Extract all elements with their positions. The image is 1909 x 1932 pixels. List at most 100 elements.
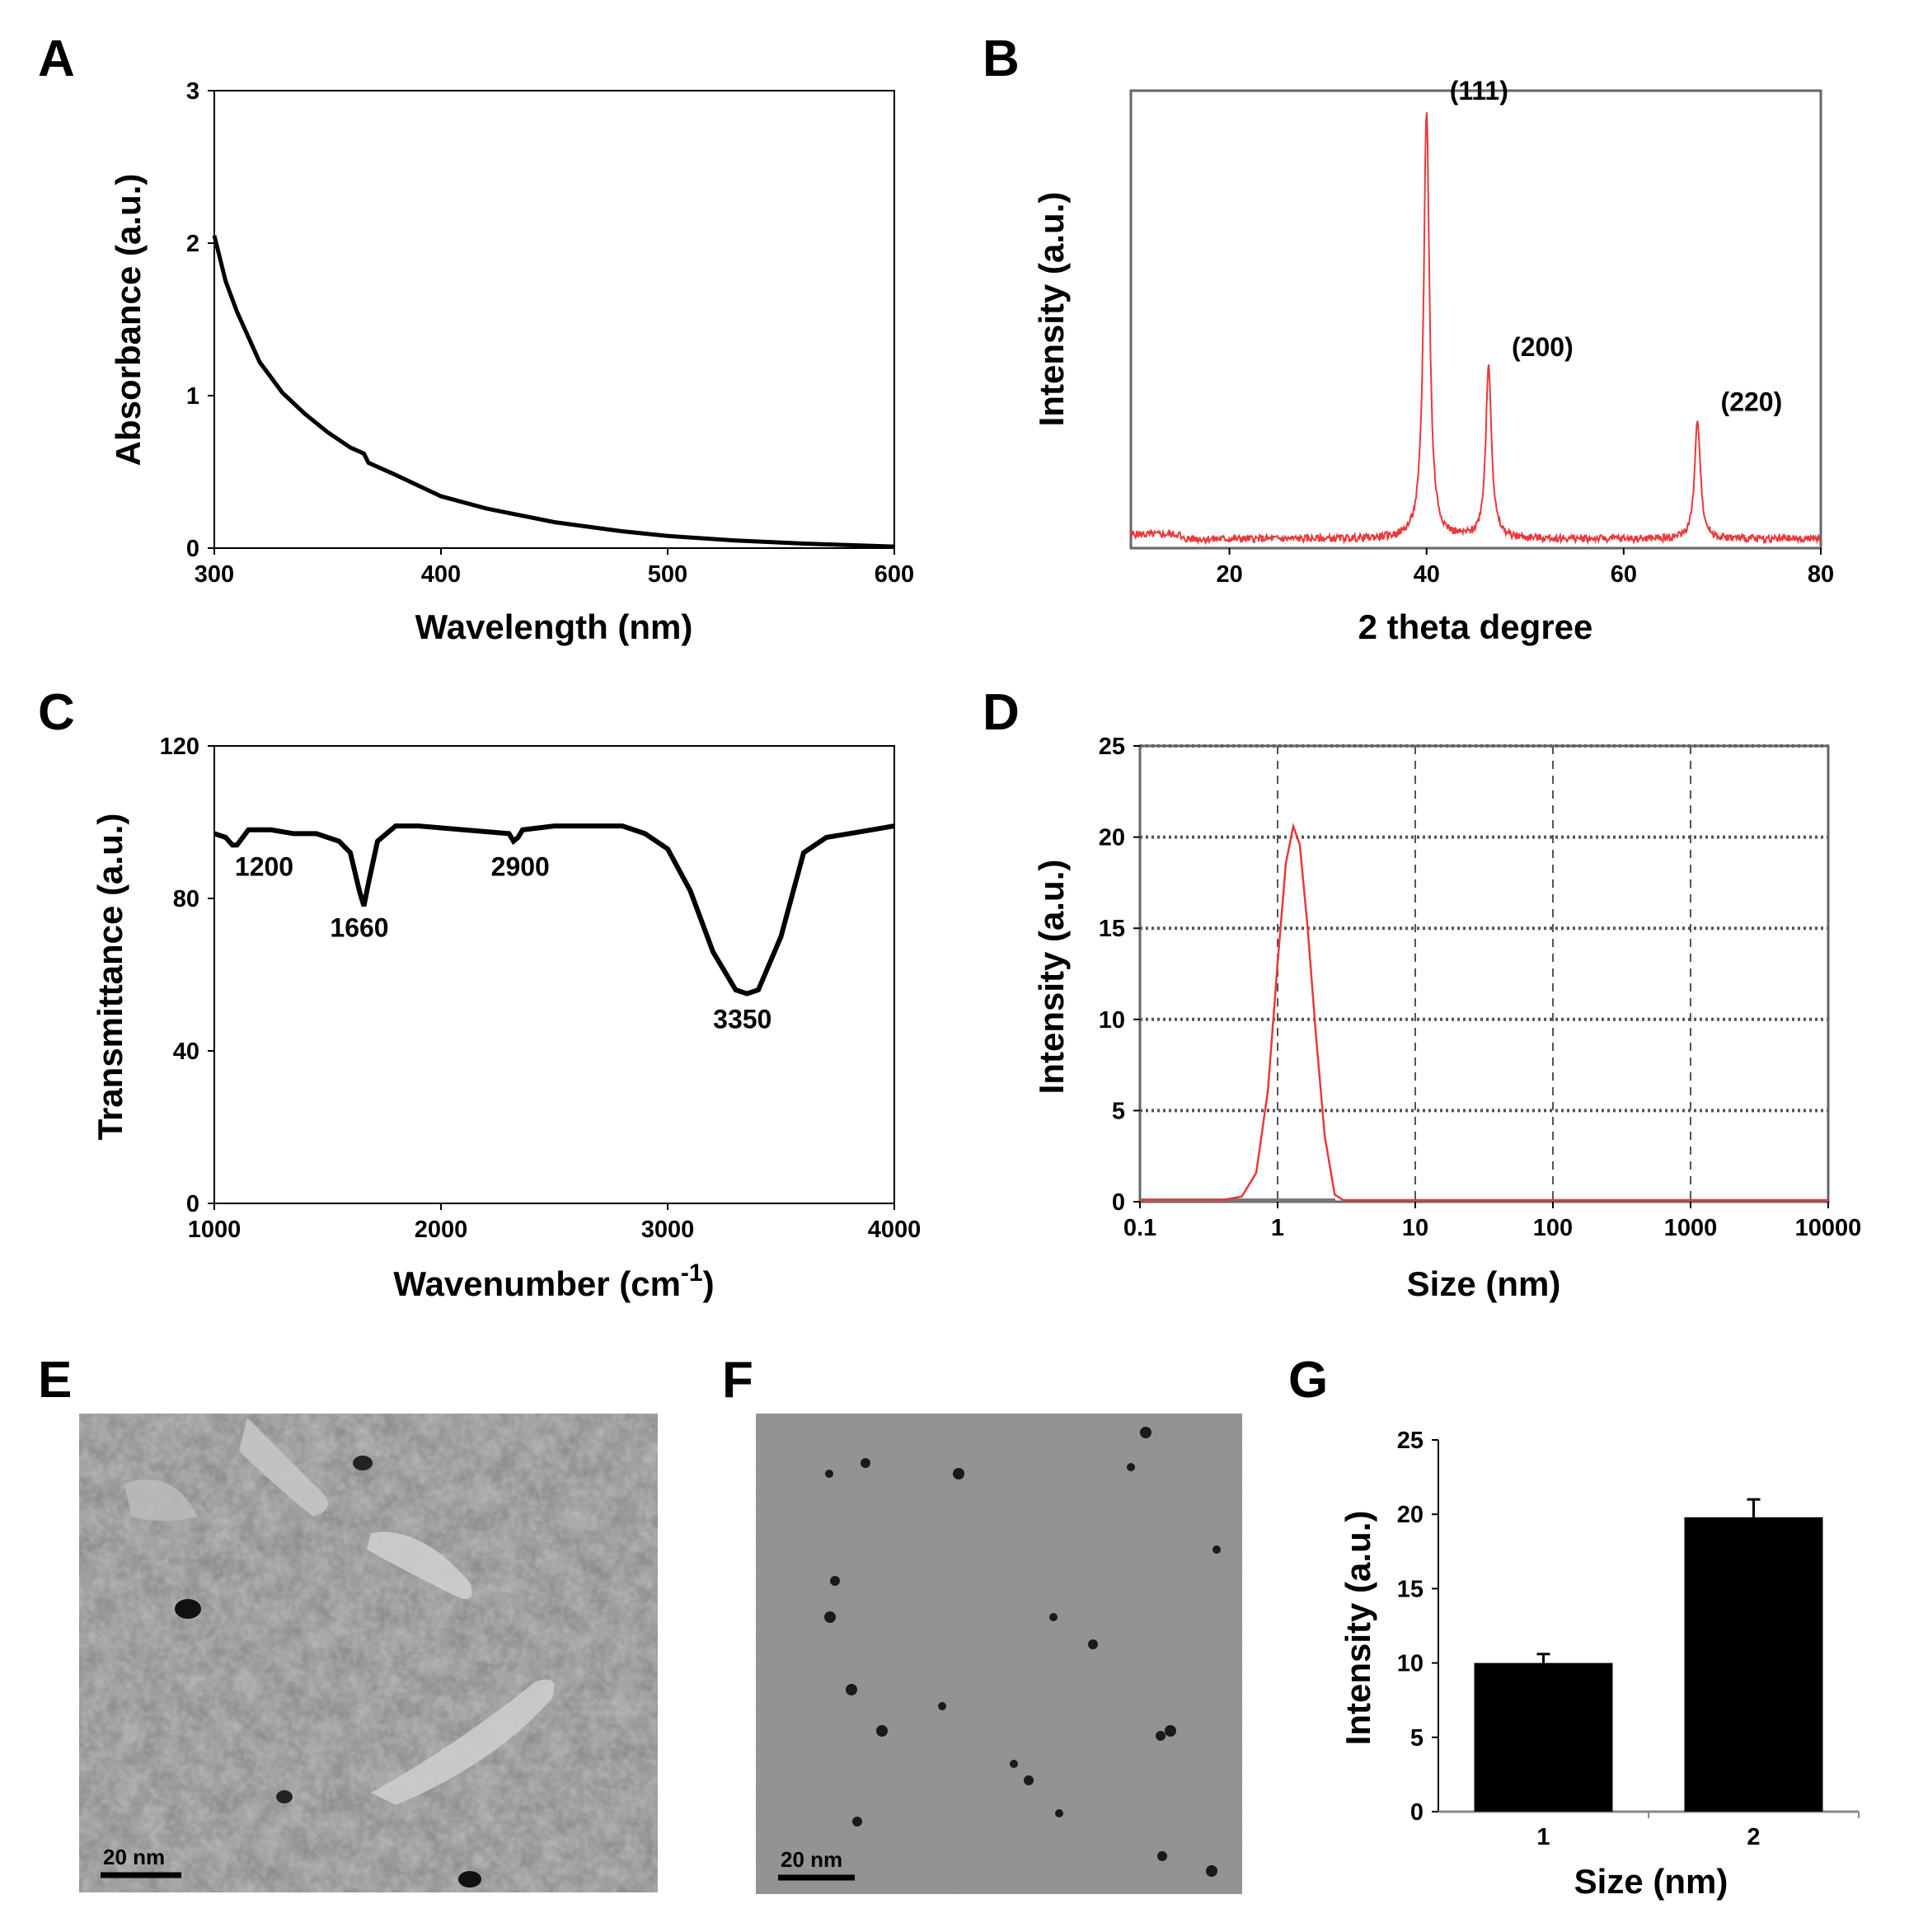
chart-d-xtick-label: 100 — [1533, 1215, 1573, 1241]
panel-letter-a: A — [38, 30, 75, 87]
chart-a-frame — [213, 90, 895, 549]
chart-a-xtick-label: 600 — [875, 561, 914, 588]
chart-b-xtick-label: 80 — [1808, 561, 1834, 588]
tem-particle — [1157, 1851, 1167, 1861]
chart-g-ytick-label: 5 — [1410, 1725, 1424, 1751]
tem-particle — [876, 1725, 888, 1737]
chart-c-ytick-label: 40 — [173, 1039, 199, 1065]
chart-d: 0.1 1 10 100 1000 10000 0 5 10 15 20 25 Size (nm) I… — [1032, 734, 1861, 1303]
panel-letter-d: D — [983, 684, 1020, 741]
chart-g-ytick-label: 0 — [1410, 1799, 1424, 1826]
chart-d-xtick-label: 1000 — [1664, 1215, 1718, 1241]
tem-particle — [1049, 1613, 1058, 1621]
chart-a-ytick-label: 2 — [186, 231, 199, 257]
tem-particle — [1055, 1809, 1063, 1817]
chart-c-xtick-label: 2000 — [415, 1217, 468, 1243]
tem-particle — [825, 1470, 833, 1478]
tem-particle — [1024, 1775, 1034, 1785]
chart-d-ytick-label: 5 — [1112, 1098, 1125, 1124]
chart-g-bar-1 — [1474, 1662, 1613, 1812]
chart-b-peak-label-1: (200) — [1512, 332, 1574, 362]
tem-image-texture — [756, 1414, 1242, 1894]
tem-particles — [824, 1427, 1221, 1877]
chart-b-peak-label-2: (220) — [1721, 387, 1783, 417]
chart-d-ylabel: Intensity (a.u.) — [1032, 860, 1071, 1095]
sem-pore-2 — [353, 1456, 373, 1470]
chart-g-ylabel: Intensity (a.u.) — [1339, 1511, 1377, 1746]
tem-particle — [824, 1611, 836, 1623]
chart-c-annotation-0: 1200 — [235, 851, 293, 881]
tem-particle — [846, 1684, 857, 1695]
chart-c-xlabel-main: Wavenumber (cm — [393, 1264, 681, 1303]
chart-d-ytick-label: 0 — [1112, 1189, 1125, 1216]
chart-c-ytick-label: 0 — [186, 1191, 199, 1217]
chart-d-ytick-label: 15 — [1099, 916, 1125, 942]
tem-particle — [1010, 1760, 1018, 1768]
chart-a-series-line — [212, 235, 895, 549]
chart-c-xlabel-close: ) — [703, 1264, 715, 1303]
tem-particle — [852, 1817, 862, 1826]
chart-d-frame — [1138, 744, 1830, 1203]
chart-a-ytick-label: 3 — [186, 78, 199, 105]
chart-b-xtick-label: 60 — [1611, 561, 1637, 588]
chart-b-frame — [1129, 89, 1822, 550]
tem-particle — [1212, 1545, 1221, 1554]
chart-g-xtick-label: 1 — [1536, 1824, 1550, 1850]
sem-scale-label: 20 nm — [103, 1845, 165, 1869]
chart-c: 1000 2000 3000 4000 0 40 80 120 1200 1660 2900 335… — [91, 734, 921, 1303]
chart-b-xtick-label: 20 — [1216, 561, 1242, 588]
tem-particle — [1165, 1725, 1176, 1737]
chart-g: 0 5 10 15 20 25 1 2 Size (nm) Intensity (a.u.) — [1339, 1428, 1860, 1901]
sem-flake-4 — [124, 1479, 198, 1521]
panel-letter-c: C — [38, 684, 75, 741]
chart-c-ytick-label: 120 — [160, 734, 199, 760]
tem-particle — [861, 1458, 870, 1468]
chart-c-frame — [213, 745, 895, 1204]
chart-d-series-line — [1140, 822, 1828, 1202]
panel-letter-f: F — [722, 1352, 753, 1409]
chart-d-xlabel: Size (nm) — [1407, 1264, 1561, 1303]
tem-particle — [953, 1468, 964, 1479]
chart-c-annotation-2: 2900 — [491, 851, 550, 881]
tem-particle — [938, 1702, 946, 1710]
tem-particle — [1127, 1463, 1135, 1471]
chart-b-ylabel: Intensity (a.u.) — [1032, 192, 1071, 427]
sem-flake-2 — [367, 1531, 472, 1599]
tem-micrograph-icon: 20 nm — [756, 1414, 1242, 1894]
chart-a-ytick-label: 1 — [186, 383, 199, 410]
tem-particle — [1206, 1865, 1217, 1877]
chart-c-annotation-1: 1660 — [330, 912, 388, 942]
tem-particle — [1140, 1427, 1151, 1438]
chart-b-xtick-label: 40 — [1414, 561, 1440, 588]
chart-a-xtick-label: 500 — [648, 561, 687, 588]
sem-pore-4 — [276, 1790, 293, 1803]
chart-d-xtick-label: 1 — [1271, 1215, 1284, 1241]
chart-g-ytick-label: 20 — [1397, 1502, 1424, 1528]
tem-particle — [830, 1576, 840, 1586]
chart-a: 300 400 500 600 0 1 2 3 Wavelength (nm) Absorba… — [109, 78, 914, 646]
chart-g-ytick-label: 15 — [1397, 1576, 1424, 1602]
sem-pore-3 — [458, 1871, 481, 1887]
chart-c-xtick-label: 1000 — [188, 1217, 242, 1243]
chart-c-annotation-3: 3350 — [713, 1004, 772, 1034]
chart-g-xtick-label: 2 — [1747, 1824, 1760, 1850]
chart-b-peak-label-0: (111) — [1450, 76, 1508, 106]
chart-g-bar-2 — [1684, 1517, 1823, 1812]
panel-letter-g: G — [1288, 1352, 1328, 1409]
chart-c-series-line — [213, 823, 895, 996]
chart-b-series-line — [1130, 112, 1822, 546]
sem-pore-1 — [175, 1599, 201, 1619]
chart-d-ytick-label: 20 — [1099, 825, 1125, 851]
chart-a-xtick-label: 400 — [421, 561, 461, 588]
panel-letter-e: E — [38, 1352, 72, 1409]
chart-g-xlabel: Size (nm) — [1574, 1862, 1728, 1901]
chart-c-ylabel: Transmittance (a.u.) — [91, 814, 129, 1141]
chart-c-xlabel-sup: -1 — [681, 1259, 703, 1287]
chart-d-xtick-label: 0.1 — [1123, 1215, 1156, 1241]
chart-c-xlabel: Wavenumber (cm-1) — [393, 1259, 714, 1303]
chart-d-ytick-label: 10 — [1099, 1007, 1125, 1034]
chart-d-xtick-label: 10000 — [1795, 1215, 1862, 1241]
chart-c-xtick-label: 3000 — [641, 1217, 695, 1243]
panel-letter-b: B — [983, 30, 1020, 87]
chart-b-xlabel: 2 theta degree — [1358, 607, 1593, 646]
